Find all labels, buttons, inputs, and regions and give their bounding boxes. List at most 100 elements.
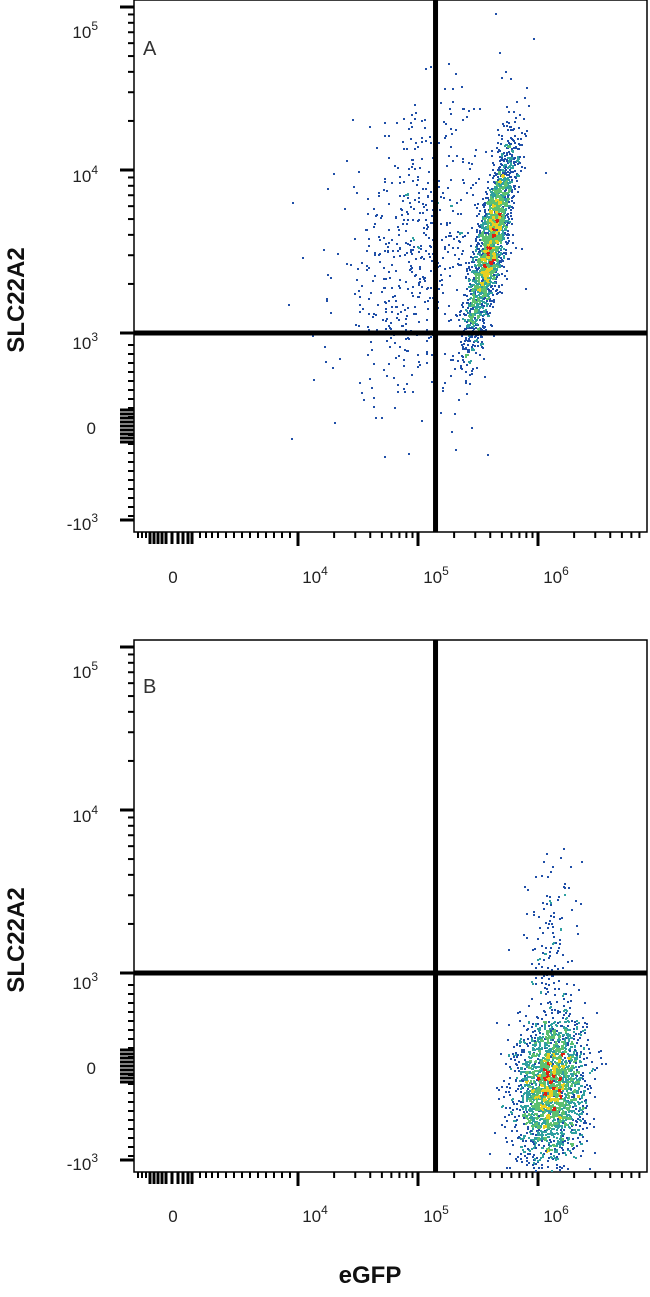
event-point: [500, 185, 502, 187]
event-point: [547, 1119, 549, 1121]
event-point: [383, 278, 385, 280]
event-point: [548, 1045, 550, 1047]
event-point: [559, 1145, 561, 1147]
event-point: [570, 1043, 572, 1045]
event-point: [515, 117, 517, 119]
event-point: [556, 1149, 558, 1151]
event-point: [554, 1148, 556, 1150]
event-point: [496, 276, 498, 278]
event-point: [555, 1114, 557, 1116]
event-point: [489, 283, 491, 285]
event-point: [482, 343, 484, 345]
event-point: [504, 158, 506, 160]
event-point: [508, 111, 510, 113]
event-point: [526, 1100, 528, 1102]
event-point: [578, 1088, 580, 1090]
event-point: [393, 377, 395, 379]
event-point: [452, 247, 454, 249]
event-point: [493, 253, 495, 255]
event-point: [407, 197, 409, 199]
event-point: [547, 1125, 549, 1127]
event-point: [555, 1085, 557, 1087]
event-point: [384, 181, 386, 183]
event-point: [367, 213, 369, 215]
event-point: [491, 325, 493, 327]
event-point: [494, 221, 496, 223]
event-point: [485, 266, 487, 268]
event-point: [529, 1053, 531, 1055]
event-point: [540, 1110, 542, 1112]
event-point: [556, 1072, 558, 1074]
event-point: [410, 249, 412, 251]
event-point: [501, 135, 503, 137]
event-point: [501, 222, 503, 224]
event-point: [563, 1107, 565, 1109]
event-point: [539, 1091, 541, 1093]
event-point: [398, 285, 400, 287]
event-point: [528, 1056, 530, 1058]
event-point: [450, 128, 452, 130]
event-point: [461, 335, 463, 337]
event-point: [362, 308, 364, 310]
event-point: [496, 214, 498, 216]
event-point: [503, 255, 505, 257]
event-point: [388, 271, 390, 273]
event-point: [511, 223, 513, 225]
event-point: [495, 13, 497, 15]
event-point: [550, 1042, 552, 1044]
event-point: [515, 1090, 517, 1092]
event-point: [417, 176, 419, 178]
event-point: [361, 285, 363, 287]
event-point: [458, 319, 460, 321]
event-point: [500, 248, 502, 250]
event-point: [533, 1074, 535, 1076]
event-point: [540, 1138, 542, 1140]
event-point: [495, 250, 497, 252]
event-point: [498, 230, 500, 232]
event-point: [584, 1032, 586, 1034]
event-point: [509, 1087, 511, 1089]
event-point: [413, 239, 415, 241]
event-point: [531, 1108, 533, 1110]
event-point: [441, 279, 443, 281]
event-point: [490, 224, 492, 226]
event-point: [551, 1026, 553, 1028]
event-point: [484, 276, 486, 278]
event-point: [312, 335, 314, 337]
event-point: [462, 359, 464, 361]
event-point: [508, 151, 510, 153]
event-point: [546, 1123, 548, 1125]
event-point: [355, 324, 357, 326]
event-point: [407, 219, 409, 221]
event-point: [430, 222, 432, 224]
event-point: [388, 229, 390, 231]
event-point: [532, 1031, 534, 1033]
event-point: [483, 301, 485, 303]
event-point: [442, 387, 444, 389]
event-point: [487, 279, 489, 281]
event-point: [558, 1064, 560, 1066]
event-point: [493, 299, 495, 301]
event-point: [391, 264, 393, 266]
event-point: [553, 1083, 555, 1085]
event-point: [481, 220, 483, 222]
event-point: [486, 216, 488, 218]
event-point: [456, 315, 458, 317]
event-point: [501, 259, 503, 261]
event-point: [495, 207, 497, 209]
event-point: [540, 1061, 542, 1063]
event-point: [512, 165, 514, 167]
event-point: [508, 207, 510, 209]
event-point: [388, 363, 390, 365]
event-point: [393, 256, 395, 258]
event-point: [508, 234, 510, 236]
event-point: [562, 1122, 564, 1124]
event-point: [474, 317, 476, 319]
event-point: [512, 1144, 514, 1146]
event-point: [566, 1100, 568, 1102]
event-point: [291, 438, 293, 440]
event-point: [535, 1163, 537, 1165]
event-point: [482, 307, 484, 309]
event-point: [465, 314, 467, 316]
event-point: [542, 1138, 544, 1140]
